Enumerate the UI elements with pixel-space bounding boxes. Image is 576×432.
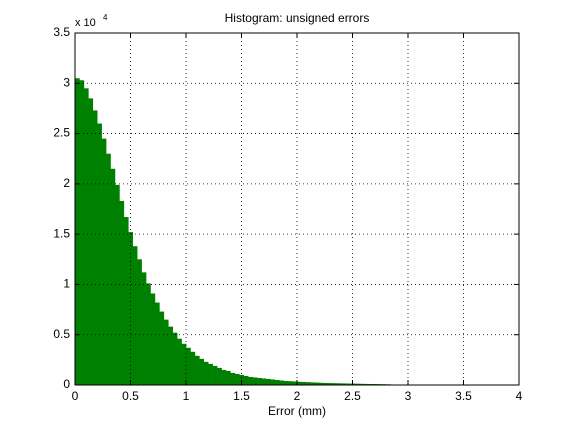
bar	[292, 381, 298, 385]
bar	[114, 184, 120, 385]
bar	[199, 358, 205, 385]
y-tick-label: 3.5	[53, 25, 70, 39]
bar	[332, 383, 338, 385]
bar	[159, 311, 165, 385]
y-tick-label: 3	[63, 75, 70, 89]
bar	[163, 319, 169, 385]
y-tick-label: 2.5	[53, 126, 70, 140]
bar	[186, 347, 191, 385]
bar	[336, 383, 342, 385]
y-tick-label: 2	[63, 176, 70, 190]
bar	[221, 369, 227, 385]
bar	[297, 381, 302, 385]
x-tick-label: 1.5	[233, 389, 250, 403]
bar	[101, 138, 107, 385]
x-tick-label: 0	[72, 389, 79, 403]
y-tick-label: 1.5	[53, 226, 70, 240]
bar	[301, 381, 307, 385]
x-tick-label: 2	[294, 389, 301, 403]
bar	[305, 382, 311, 385]
x-tick-label: 2.5	[344, 389, 361, 403]
bar	[314, 382, 320, 385]
bar	[248, 376, 253, 385]
x-tick-label: 0.5	[122, 389, 139, 403]
y-tick-label: 1	[63, 277, 70, 291]
axes-frame	[74, 32, 520, 386]
x-tick-label: 4	[516, 389, 523, 403]
bar	[203, 361, 209, 385]
bar	[363, 383, 369, 385]
bar	[288, 381, 293, 385]
bar	[168, 326, 173, 385]
bar	[252, 377, 258, 385]
bar	[217, 367, 222, 385]
bar	[283, 380, 289, 385]
bar	[132, 246, 138, 385]
bar	[177, 338, 182, 385]
bar	[79, 80, 85, 386]
bar	[279, 380, 284, 385]
bar	[110, 168, 116, 385]
bar	[141, 272, 147, 385]
bar	[92, 110, 98, 385]
y-multiplier-exponent: 4	[103, 13, 108, 22]
bar	[310, 382, 316, 385]
y-tick-label: 0.5	[53, 327, 70, 341]
bar	[341, 383, 347, 385]
bar	[225, 370, 231, 385]
x-axis-label: Error (mm)	[268, 404, 326, 418]
bar	[368, 383, 373, 385]
bar	[88, 98, 94, 385]
bar	[208, 363, 213, 385]
bar	[119, 200, 125, 385]
bar	[83, 88, 89, 386]
bar	[97, 123, 102, 385]
bar	[274, 379, 280, 385]
bar	[146, 283, 151, 385]
bar	[75, 78, 80, 385]
bar	[123, 217, 129, 385]
bar	[270, 379, 276, 385]
bar	[181, 343, 187, 385]
bar	[234, 373, 240, 385]
bar	[190, 351, 196, 385]
bar	[150, 293, 156, 385]
bar	[212, 365, 218, 385]
bar	[154, 302, 160, 385]
bar	[239, 374, 245, 385]
x-tick-label: 3.5	[455, 389, 472, 403]
x-tick-label: 1	[183, 389, 190, 403]
bar	[354, 383, 360, 385]
bar	[230, 372, 236, 385]
bar	[261, 378, 267, 385]
bar	[172, 332, 178, 385]
bar	[137, 259, 142, 385]
bar	[257, 377, 262, 385]
bar	[243, 375, 249, 385]
y-tick-label: 0	[63, 377, 70, 391]
bar	[372, 383, 378, 385]
bar	[359, 383, 364, 385]
x-tick-label: 3	[405, 389, 412, 403]
bar	[106, 153, 111, 385]
bar	[323, 382, 329, 385]
bar	[128, 232, 134, 385]
chart-title: Histogram: unsigned errors	[225, 11, 370, 25]
bar	[319, 382, 324, 385]
y-multiplier: x 10	[75, 17, 96, 29]
bar	[265, 378, 271, 385]
bar	[194, 355, 200, 385]
bar	[345, 383, 351, 385]
bar	[328, 383, 333, 385]
